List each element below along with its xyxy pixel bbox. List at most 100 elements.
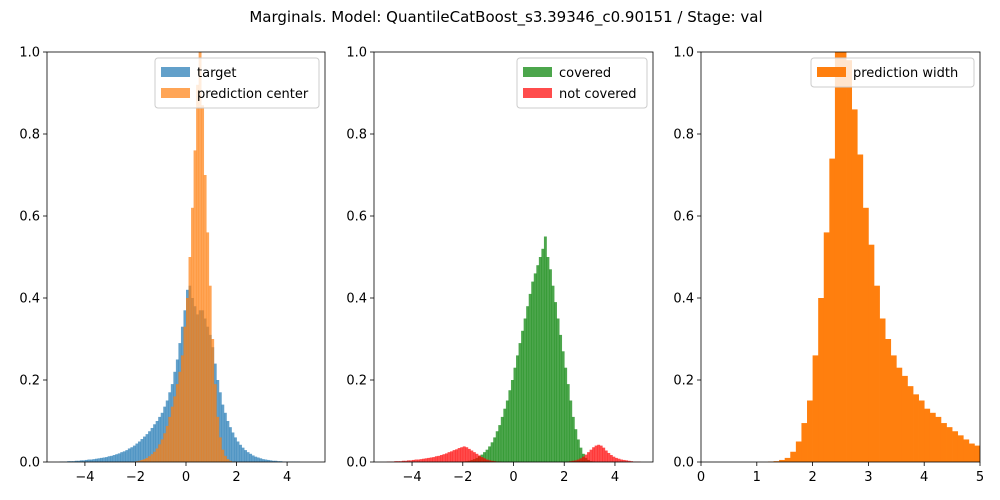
y-tick-label: 0.8	[19, 128, 40, 143]
x-tick-label: 3	[864, 470, 872, 485]
y-tick-label: 0.6	[346, 210, 367, 225]
bar-target	[67, 461, 71, 462]
bar-covered	[488, 446, 492, 462]
bar-prediction-center	[196, 84, 199, 462]
bar-prediction-width	[940, 423, 947, 462]
bar-target	[221, 404, 225, 462]
bar-prediction-width	[851, 109, 858, 462]
bar-target	[69, 461, 73, 462]
bar-covered	[513, 367, 517, 462]
bar-target	[145, 434, 149, 462]
bar-target	[228, 427, 232, 462]
bar-not-covered	[465, 447, 469, 462]
bar-prediction-width	[929, 412, 936, 462]
bar-target	[259, 458, 263, 462]
bar-target	[251, 455, 255, 462]
bar-not-covered	[625, 460, 628, 462]
bar-not-covered	[581, 456, 585, 462]
bar-not-covered	[424, 458, 428, 462]
bar-target	[264, 459, 268, 462]
y-tick-label: 0.2	[346, 374, 367, 389]
bar-prediction-center	[180, 355, 184, 462]
bar-target	[226, 421, 230, 462]
bar-prediction-center	[198, 52, 202, 462]
bar-covered	[556, 318, 560, 462]
bar-target	[153, 424, 157, 462]
bar-prediction-center	[203, 175, 207, 462]
bar-target	[244, 450, 248, 462]
bar-not-covered	[488, 460, 492, 462]
bar-prediction-center	[188, 257, 192, 462]
bar-covered	[485, 449, 489, 462]
bar-target	[137, 441, 141, 462]
x-tick-label: 1	[753, 470, 761, 485]
bar-target	[276, 461, 280, 462]
bar-target	[100, 457, 103, 462]
bar-not-covered	[584, 454, 588, 462]
bar-prediction-center	[206, 232, 210, 462]
bar-target	[115, 454, 119, 462]
bar-covered	[571, 416, 575, 462]
subplot-1: −4 −2 0 2 4 0.0 0.2 0.4 0.6 0.8 1.0 target predictio…	[19, 46, 326, 485]
bar-not-covered	[417, 459, 421, 462]
bar-not-covered	[609, 455, 613, 462]
legend-label: prediction width	[853, 66, 958, 81]
bar-prediction-width	[818, 298, 825, 462]
bar-target	[77, 460, 81, 462]
x-tick-label: −2	[126, 470, 145, 485]
bar-prediction-center	[163, 433, 167, 462]
y-tick-label: 0.2	[673, 374, 694, 389]
bars	[386, 236, 641, 462]
bar-covered	[510, 380, 514, 462]
bar-prediction-center	[153, 451, 157, 462]
bar-not-covered	[620, 459, 623, 462]
bar-not-covered	[569, 461, 573, 462]
bar-target	[158, 416, 162, 462]
axes-frame	[700, 51, 981, 463]
y-tick-label: 0.4	[346, 292, 367, 307]
bar-covered	[523, 318, 527, 462]
bars	[59, 52, 301, 462]
bar-target	[241, 447, 245, 462]
bar-prediction-center	[221, 449, 225, 462]
bar-target	[223, 412, 227, 462]
bar-target	[120, 452, 124, 462]
bar-prediction-center	[145, 457, 149, 462]
bar-prediction-width	[913, 394, 919, 462]
bar-covered	[500, 416, 504, 462]
bar-target	[130, 447, 134, 462]
bar-covered	[521, 330, 524, 462]
y-tick-label: 0.0	[673, 456, 694, 471]
bar-prediction-width	[968, 443, 975, 462]
bar-prediction-center	[218, 437, 222, 462]
y-tick-label: 0.0	[346, 456, 367, 471]
bar-prediction-center	[158, 444, 162, 462]
bar-target	[266, 459, 270, 462]
bar-covered	[483, 452, 486, 462]
bar-target	[102, 457, 106, 462]
bar-not-covered	[450, 451, 453, 462]
bar-covered	[508, 390, 512, 462]
x-tick-label: −4	[75, 470, 94, 485]
bar-prediction-center	[211, 339, 215, 462]
bar-prediction-center	[175, 384, 179, 462]
x-tick-label: 2	[232, 470, 240, 485]
bar-prediction-width	[857, 154, 864, 462]
bar-not-covered	[447, 452, 451, 462]
bar-target	[72, 461, 76, 462]
bar-prediction-center	[150, 454, 154, 462]
bar-not-covered	[429, 457, 433, 462]
bar-target	[160, 412, 164, 462]
bar-covered	[549, 269, 552, 462]
bar-covered	[533, 273, 537, 462]
bar-prediction-width	[784, 457, 791, 462]
bar-not-covered	[414, 459, 418, 462]
bar-target	[256, 457, 260, 462]
y-tick-label: 0.6	[19, 210, 40, 225]
bar-prediction-center	[170, 406, 174, 462]
bar-prediction-center	[208, 285, 212, 462]
bar-covered	[528, 293, 532, 462]
bar-target	[87, 459, 91, 462]
x-tick-label: 4	[611, 470, 619, 485]
bar-covered	[538, 257, 542, 462]
